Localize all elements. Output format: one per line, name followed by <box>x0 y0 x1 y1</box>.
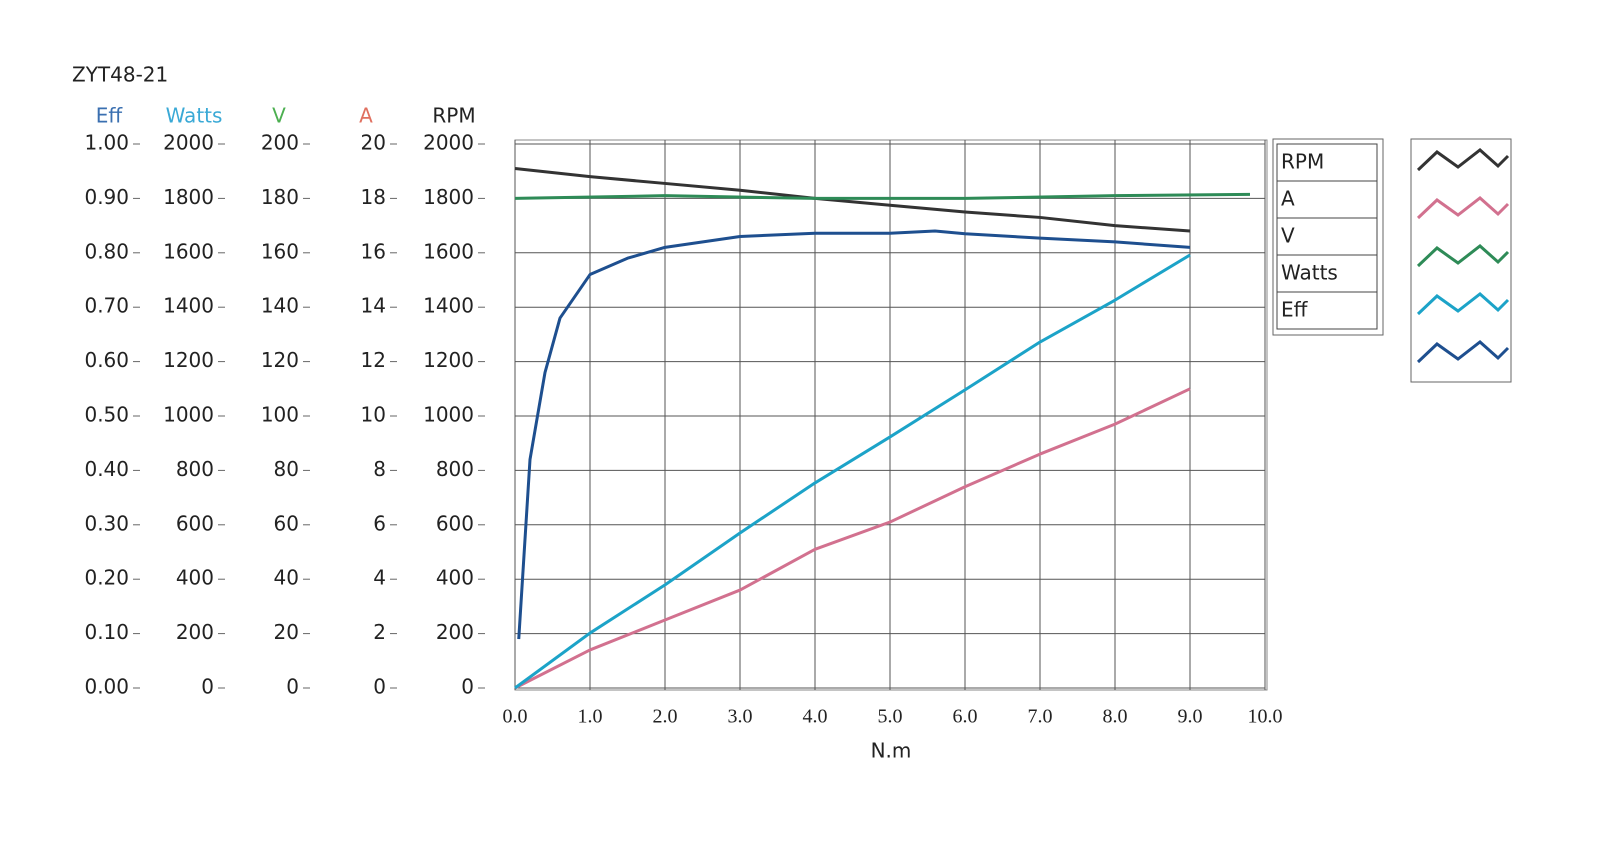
x-tick-label: 4.0 <box>803 706 828 728</box>
y-tick-label: 1800 <box>423 185 474 209</box>
y-tick-label: 800 <box>436 457 474 481</box>
y-tick-label: 1000 <box>163 403 214 427</box>
y-tick-label: 1400 <box>163 294 214 318</box>
x-tick-label: 10.0 <box>1248 706 1283 728</box>
chart-title: ZYT48-21 <box>72 63 168 87</box>
y-tick-label: 0 <box>373 675 386 699</box>
y-tick-label: 20 <box>274 620 299 644</box>
y-tick-label: 120 <box>261 348 299 372</box>
x-tick-label: 8.0 <box>1103 706 1128 728</box>
legend-cell <box>1276 291 1378 330</box>
legend-label: V <box>1281 224 1295 248</box>
y-tick-label: 18 <box>361 185 386 209</box>
legend-icon <box>1416 196 1510 220</box>
x-tick-label: 3.0 <box>728 706 753 728</box>
y-tick-label: 0 <box>286 675 299 699</box>
legend-label: RPM <box>1281 150 1324 174</box>
y-tick-label: 10 <box>361 403 386 427</box>
y-tick-label: 0.50 <box>84 403 129 427</box>
x-tick-label: 9.0 <box>1178 706 1203 728</box>
y-tick-label: 160 <box>261 239 299 263</box>
y-axis-title: Eff <box>96 104 124 128</box>
y-tick-label: 0.20 <box>84 566 129 590</box>
y-tick-label: 600 <box>176 511 214 535</box>
y-tick-label: 800 <box>176 457 214 481</box>
legend-icon <box>1416 340 1510 364</box>
y-tick-label: 1800 <box>163 185 214 209</box>
y-axis-title: V <box>272 104 286 128</box>
legend-box <box>1272 138 1384 336</box>
y-tick-label: 6 <box>373 511 386 535</box>
y-tick-label: 200 <box>436 620 474 644</box>
y-tick-label: 200 <box>261 131 299 155</box>
y-tick-label: 1200 <box>423 348 474 372</box>
y-tick-label: 2 <box>373 620 386 644</box>
series-line <box>514 253 1191 690</box>
y-tick-label: 1400 <box>423 294 474 318</box>
y-tick-label: 4 <box>373 566 386 590</box>
y-tick-label: 1.00 <box>84 131 129 155</box>
y-tick-label: 400 <box>176 566 214 590</box>
y-tick-label: 0 <box>461 675 474 699</box>
y-tick-label: 0.40 <box>84 457 129 481</box>
y-tick-label: 0.60 <box>84 348 129 372</box>
series-line <box>514 387 1191 690</box>
y-tick-label: 16 <box>361 239 386 263</box>
y-tick-label: 0.70 <box>84 294 129 318</box>
x-tick-label: 1.0 <box>578 706 603 728</box>
x-tick-label: 0.0 <box>503 706 528 728</box>
y-tick-label: 0.00 <box>84 675 129 699</box>
y-tick-label: 200 <box>176 620 214 644</box>
y-axis-title: Watts <box>166 104 223 128</box>
y-tick-label: 2000 <box>423 131 474 155</box>
series-line <box>514 192 1251 200</box>
series-line <box>517 229 1191 640</box>
y-tick-label: 400 <box>436 566 474 590</box>
y-tick-label: 12 <box>361 348 386 372</box>
y-axis-title: RPM <box>432 104 475 128</box>
y-tick-label: 1600 <box>423 239 474 263</box>
y-tick-label: 80 <box>274 457 299 481</box>
legend-icon <box>1416 292 1510 316</box>
y-tick-label: 1600 <box>163 239 214 263</box>
x-tick-label: 5.0 <box>878 706 903 728</box>
y-tick-label: 100 <box>261 403 299 427</box>
y-tick-label: 0.10 <box>84 620 129 644</box>
y-tick-label: 1000 <box>423 403 474 427</box>
y-tick-label: 14 <box>361 294 386 318</box>
legend-label: Watts <box>1281 261 1338 285</box>
legend-label: Eff <box>1281 298 1309 322</box>
y-tick-label: 20 <box>361 131 386 155</box>
y-tick-label: 1200 <box>163 348 214 372</box>
y-tick-label: 2000 <box>163 131 214 155</box>
y-tick-label: 8 <box>373 457 386 481</box>
y-tick-label: 0.80 <box>84 239 129 263</box>
y-axis-title: A <box>359 104 373 128</box>
y-tick-label: 600 <box>436 511 474 535</box>
y-tick-label: 0 <box>201 675 214 699</box>
y-tick-label: 140 <box>261 294 299 318</box>
legend-icon-box <box>1410 138 1512 383</box>
legend-icon <box>1416 148 1510 172</box>
legend-label: A <box>1281 187 1295 211</box>
x-axis-label: N.m <box>871 739 912 763</box>
x-tick-label: 7.0 <box>1028 706 1053 728</box>
y-tick-label: 0.90 <box>84 185 129 209</box>
legend-icon <box>1416 244 1510 268</box>
series-line <box>514 166 1191 233</box>
y-tick-label: 60 <box>274 511 299 535</box>
x-tick-label: 2.0 <box>653 706 678 728</box>
x-tick-label: 6.0 <box>953 706 978 728</box>
y-tick-label: 40 <box>274 566 299 590</box>
y-tick-label: 180 <box>261 185 299 209</box>
y-tick-label: 0.30 <box>84 511 129 535</box>
